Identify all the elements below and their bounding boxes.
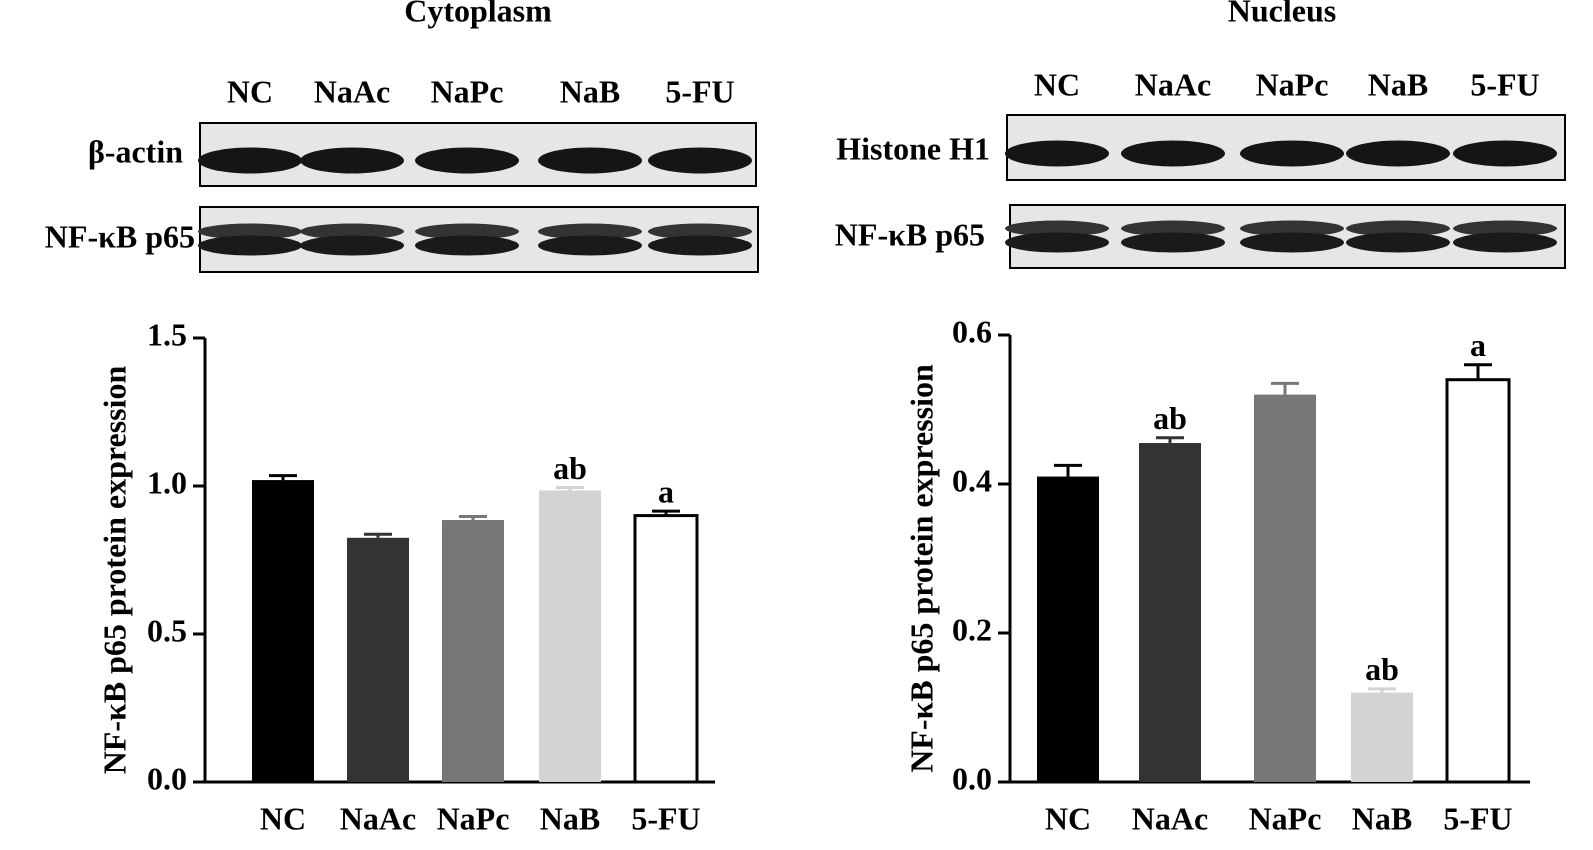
x-tick-label: NaPc xyxy=(437,800,510,836)
y-tick-label: 0.2 xyxy=(952,611,992,647)
annotation: ab xyxy=(553,450,587,486)
x-tick-label: NC xyxy=(260,800,306,836)
y-tick-label: 1.5 xyxy=(147,316,187,352)
y-tick-label: 0.0 xyxy=(147,760,187,796)
lane-label: 5-FU xyxy=(1470,66,1539,102)
blot-band xyxy=(648,223,752,240)
blot-band xyxy=(1121,232,1225,253)
blot-band xyxy=(300,235,404,256)
x-tick-label: NaB xyxy=(540,800,600,836)
blot-row-label: Histone H1 xyxy=(836,130,990,166)
blot-row-label: NF-κB p65 xyxy=(835,216,985,252)
lane-label: NaPc xyxy=(1256,66,1329,102)
bar xyxy=(539,490,601,782)
x-tick-label: NaPc xyxy=(1249,800,1322,836)
annotation: a xyxy=(1470,327,1486,363)
y-tick-label: 0.6 xyxy=(952,313,992,349)
x-tick-label: NC xyxy=(1045,800,1091,836)
y-tick-label: 1.0 xyxy=(147,464,187,500)
blot-band xyxy=(1240,232,1344,253)
blot-band xyxy=(1121,220,1225,237)
bar xyxy=(1037,476,1099,782)
blot-band xyxy=(1453,232,1557,253)
blot-band xyxy=(1453,140,1557,167)
y-axis-label: NF-κB p65 protein expression xyxy=(903,364,939,773)
panel-title: Nucleus xyxy=(1228,0,1336,28)
blot-band xyxy=(1240,140,1344,167)
annotation: ab xyxy=(1153,400,1187,436)
bar xyxy=(442,520,504,782)
blot-row-label: β-actin xyxy=(88,133,183,169)
y-tick-label: 0.0 xyxy=(952,760,992,796)
x-tick-label: NaAc xyxy=(340,800,416,836)
x-tick-label: NaAc xyxy=(1132,800,1208,836)
x-tick-label: 5-FU xyxy=(1443,800,1512,836)
blot-row-label: NF-κB p65 xyxy=(45,218,195,254)
lane-label: NaAc xyxy=(1135,66,1211,102)
bar xyxy=(1139,443,1201,782)
blot-band xyxy=(415,147,519,174)
y-tick-label: 0.4 xyxy=(952,462,992,498)
blot-band xyxy=(538,235,642,256)
y-tick-label: 0.5 xyxy=(147,612,187,648)
lane-label: NaB xyxy=(1368,66,1428,102)
y-axis-label: NF-κB p65 protein expression xyxy=(96,365,132,774)
lane-label: NaB xyxy=(560,73,620,109)
lane-label: NaAc xyxy=(314,73,390,109)
bar xyxy=(633,514,699,784)
blot-band xyxy=(1005,232,1109,253)
bar xyxy=(1254,394,1316,782)
blot-band xyxy=(415,223,519,240)
blot-band xyxy=(198,235,302,256)
annotation: ab xyxy=(1365,651,1399,687)
blot-band xyxy=(1005,220,1109,237)
lane-label: NC xyxy=(227,73,273,109)
lane-label: 5-FU xyxy=(665,73,734,109)
bar xyxy=(1445,378,1511,784)
blot-band xyxy=(648,147,752,174)
blot-band xyxy=(1346,232,1450,253)
blot-band xyxy=(1346,220,1450,237)
x-tick-label: 5-FU xyxy=(631,800,700,836)
blot-band xyxy=(538,223,642,240)
blot-band xyxy=(300,223,404,240)
blot-band xyxy=(1240,220,1344,237)
blot-band xyxy=(198,223,302,240)
lane-label: NaPc xyxy=(431,73,504,109)
blot-band xyxy=(1346,140,1450,167)
lane-label: NC xyxy=(1034,66,1080,102)
blot-band xyxy=(415,235,519,256)
blot-band xyxy=(538,147,642,174)
blot-band xyxy=(198,147,302,174)
bar xyxy=(1351,692,1413,782)
annotation: a xyxy=(658,474,674,510)
blot-band xyxy=(300,147,404,174)
blot-band xyxy=(1121,140,1225,167)
blot-band xyxy=(648,235,752,256)
panel-title: Cytoplasm xyxy=(404,0,552,28)
bar xyxy=(347,537,409,782)
blot-band xyxy=(1005,140,1109,167)
blot-band xyxy=(1453,220,1557,237)
bar xyxy=(252,480,314,782)
x-tick-label: NaB xyxy=(1352,800,1412,836)
